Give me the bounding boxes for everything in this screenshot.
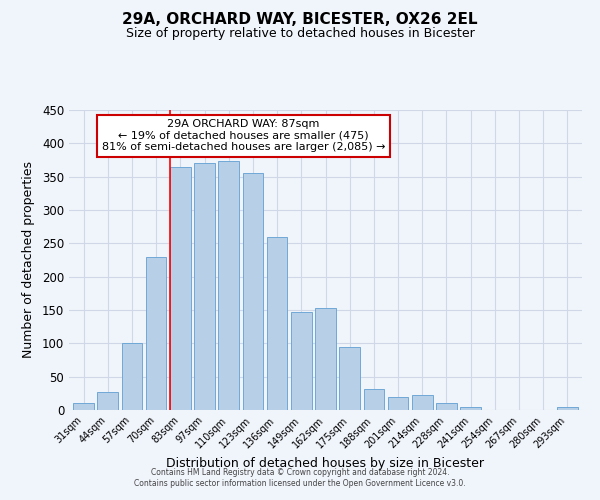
Text: 29A, ORCHARD WAY, BICESTER, OX26 2EL: 29A, ORCHARD WAY, BICESTER, OX26 2EL bbox=[122, 12, 478, 28]
Bar bbox=[146, 256, 166, 410]
Bar bbox=[364, 388, 384, 410]
Bar bbox=[340, 346, 360, 410]
Bar bbox=[122, 344, 142, 410]
Text: Contains HM Land Registry data © Crown copyright and database right 2024.
Contai: Contains HM Land Registry data © Crown c… bbox=[134, 468, 466, 487]
X-axis label: Distribution of detached houses by size in Bicester: Distribution of detached houses by size … bbox=[167, 456, 485, 469]
Bar bbox=[291, 312, 311, 410]
Bar bbox=[315, 308, 336, 410]
Bar bbox=[242, 174, 263, 410]
Bar bbox=[460, 408, 481, 410]
Bar bbox=[388, 396, 409, 410]
Bar bbox=[557, 408, 578, 410]
Text: Size of property relative to detached houses in Bicester: Size of property relative to detached ho… bbox=[125, 28, 475, 40]
Bar bbox=[73, 404, 94, 410]
Bar bbox=[436, 402, 457, 410]
Bar bbox=[218, 162, 239, 410]
Bar bbox=[194, 164, 215, 410]
Bar bbox=[412, 396, 433, 410]
Bar bbox=[97, 392, 118, 410]
Text: 29A ORCHARD WAY: 87sqm
← 19% of detached houses are smaller (475)
81% of semi-de: 29A ORCHARD WAY: 87sqm ← 19% of detached… bbox=[101, 119, 385, 152]
Bar bbox=[170, 166, 191, 410]
Bar bbox=[267, 236, 287, 410]
Y-axis label: Number of detached properties: Number of detached properties bbox=[22, 162, 35, 358]
